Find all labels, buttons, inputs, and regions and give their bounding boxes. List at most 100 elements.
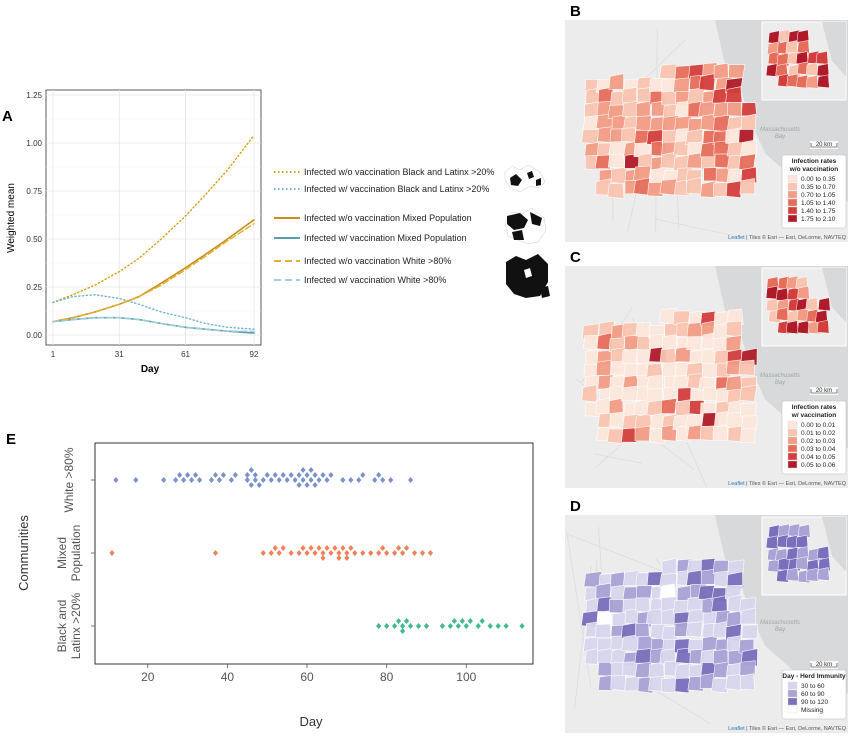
inset-region[interactable]: [776, 568, 789, 583]
map-attribution[interactable]: Leaflet | Tiles © Esri — Esri, DeLorme, …: [728, 234, 847, 241]
inset-region[interactable]: [797, 285, 810, 300]
map-region[interactable]: [635, 115, 652, 132]
map-region[interactable]: [659, 63, 677, 79]
map-region[interactable]: [648, 661, 665, 679]
map-region[interactable]: [701, 635, 718, 652]
leaflet-link[interactable]: Leaflet: [728, 726, 745, 732]
inset-region[interactable]: [795, 534, 809, 549]
map-region[interactable]: [726, 308, 744, 326]
map-region[interactable]: [685, 177, 703, 195]
map-region[interactable]: [607, 153, 625, 168]
map-region[interactable]: [608, 73, 624, 90]
map-region[interactable]: [725, 320, 742, 338]
map-region[interactable]: [712, 424, 728, 441]
map-region[interactable]: [597, 674, 615, 691]
map-region[interactable]: [739, 178, 756, 195]
leaflet-link[interactable]: Leaflet: [728, 235, 745, 241]
map-region[interactable]: [621, 127, 637, 143]
map-region[interactable]: [609, 411, 625, 429]
inset-region[interactable]: [796, 74, 809, 89]
map-region[interactable]: [726, 180, 743, 198]
map-region[interactable]: [740, 139, 757, 158]
map-region[interactable]: [687, 609, 704, 625]
inset-region[interactable]: [797, 40, 810, 54]
map-region[interactable]: [661, 677, 677, 694]
map-region[interactable]: [634, 425, 651, 442]
map-region[interactable]: [713, 114, 730, 133]
map-region[interactable]: [725, 86, 743, 104]
inset-region[interactable]: [775, 287, 789, 302]
inset-region[interactable]: [786, 567, 799, 582]
map-region[interactable]: [636, 585, 653, 600]
map-region[interactable]: [741, 415, 758, 431]
inset-region[interactable]: [785, 320, 799, 334]
inset-region[interactable]: [805, 297, 819, 311]
map-region[interactable]: [633, 177, 650, 196]
map-region[interactable]: [621, 427, 639, 443]
map-region[interactable]: [594, 154, 613, 170]
inset-region[interactable]: [817, 297, 831, 312]
leaflet-link[interactable]: Leaflet: [728, 481, 745, 487]
inset-region[interactable]: [796, 29, 810, 44]
map-region[interactable]: [635, 597, 651, 614]
map-region[interactable]: [698, 73, 716, 92]
map-region[interactable]: [624, 675, 640, 692]
map-region[interactable]: [595, 359, 612, 377]
map-region[interactable]: [675, 399, 692, 418]
map-region[interactable]: [606, 428, 624, 445]
map-region[interactable]: [726, 571, 744, 590]
map-region[interactable]: [595, 623, 612, 639]
inset-region[interactable]: [785, 40, 799, 54]
map-region[interactable]: [713, 62, 729, 80]
inset-region[interactable]: [816, 63, 830, 77]
inset-region[interactable]: [795, 556, 809, 570]
map-region[interactable]: [649, 427, 665, 444]
map-region[interactable]: [711, 595, 728, 614]
map-region[interactable]: [608, 599, 625, 614]
map-region[interactable]: [701, 362, 718, 379]
map-region[interactable]: [739, 384, 758, 402]
inset-region[interactable]: [805, 75, 819, 89]
map-region[interactable]: [727, 101, 743, 117]
map-attribution[interactable]: Leaflet | Tiles © Esri — Esri, DeLorme, …: [728, 725, 847, 732]
map-region[interactable]: [634, 647, 653, 664]
map-region[interactable]: [702, 386, 718, 402]
map-region[interactable]: [699, 425, 716, 441]
map-region[interactable]: [581, 384, 598, 403]
map-region[interactable]: [740, 427, 756, 444]
inset-region[interactable]: [765, 63, 779, 77]
map-region[interactable]: [686, 152, 703, 169]
inset-region[interactable]: [805, 568, 819, 582]
inset-region[interactable]: [797, 320, 810, 335]
inset-region[interactable]: [767, 558, 781, 573]
inset-region[interactable]: [816, 319, 830, 334]
inset-region[interactable]: [817, 557, 831, 571]
map-region[interactable]: [686, 336, 702, 351]
inset-region[interactable]: [817, 74, 830, 89]
map-region[interactable]: [686, 569, 704, 586]
map-region[interactable]: [685, 621, 703, 638]
inset-region[interactable]: [817, 567, 830, 581]
map-attribution[interactable]: Leaflet | Tiles © Esri — Esri, DeLorme, …: [728, 480, 847, 487]
map-region[interactable]: [725, 674, 743, 691]
map-region[interactable]: [739, 673, 755, 691]
map-region[interactable]: [741, 102, 758, 117]
map-region[interactable]: [635, 100, 652, 119]
map-region[interactable]: [581, 129, 600, 145]
map-region[interactable]: [621, 634, 640, 653]
map-region[interactable]: [620, 385, 639, 402]
inset-region[interactable]: [775, 307, 789, 321]
map-region[interactable]: [686, 321, 703, 338]
map-region[interactable]: [659, 347, 677, 365]
map-region[interactable]: [646, 375, 664, 391]
map-region[interactable]: [739, 660, 756, 676]
map-region[interactable]: [674, 677, 691, 694]
inset-region[interactable]: [805, 62, 819, 76]
map-region[interactable]: [596, 610, 613, 626]
map-region[interactable]: [728, 64, 746, 79]
map-region[interactable]: [711, 677, 729, 694]
map-region[interactable]: [726, 610, 742, 627]
map-region[interactable]: [740, 113, 757, 131]
